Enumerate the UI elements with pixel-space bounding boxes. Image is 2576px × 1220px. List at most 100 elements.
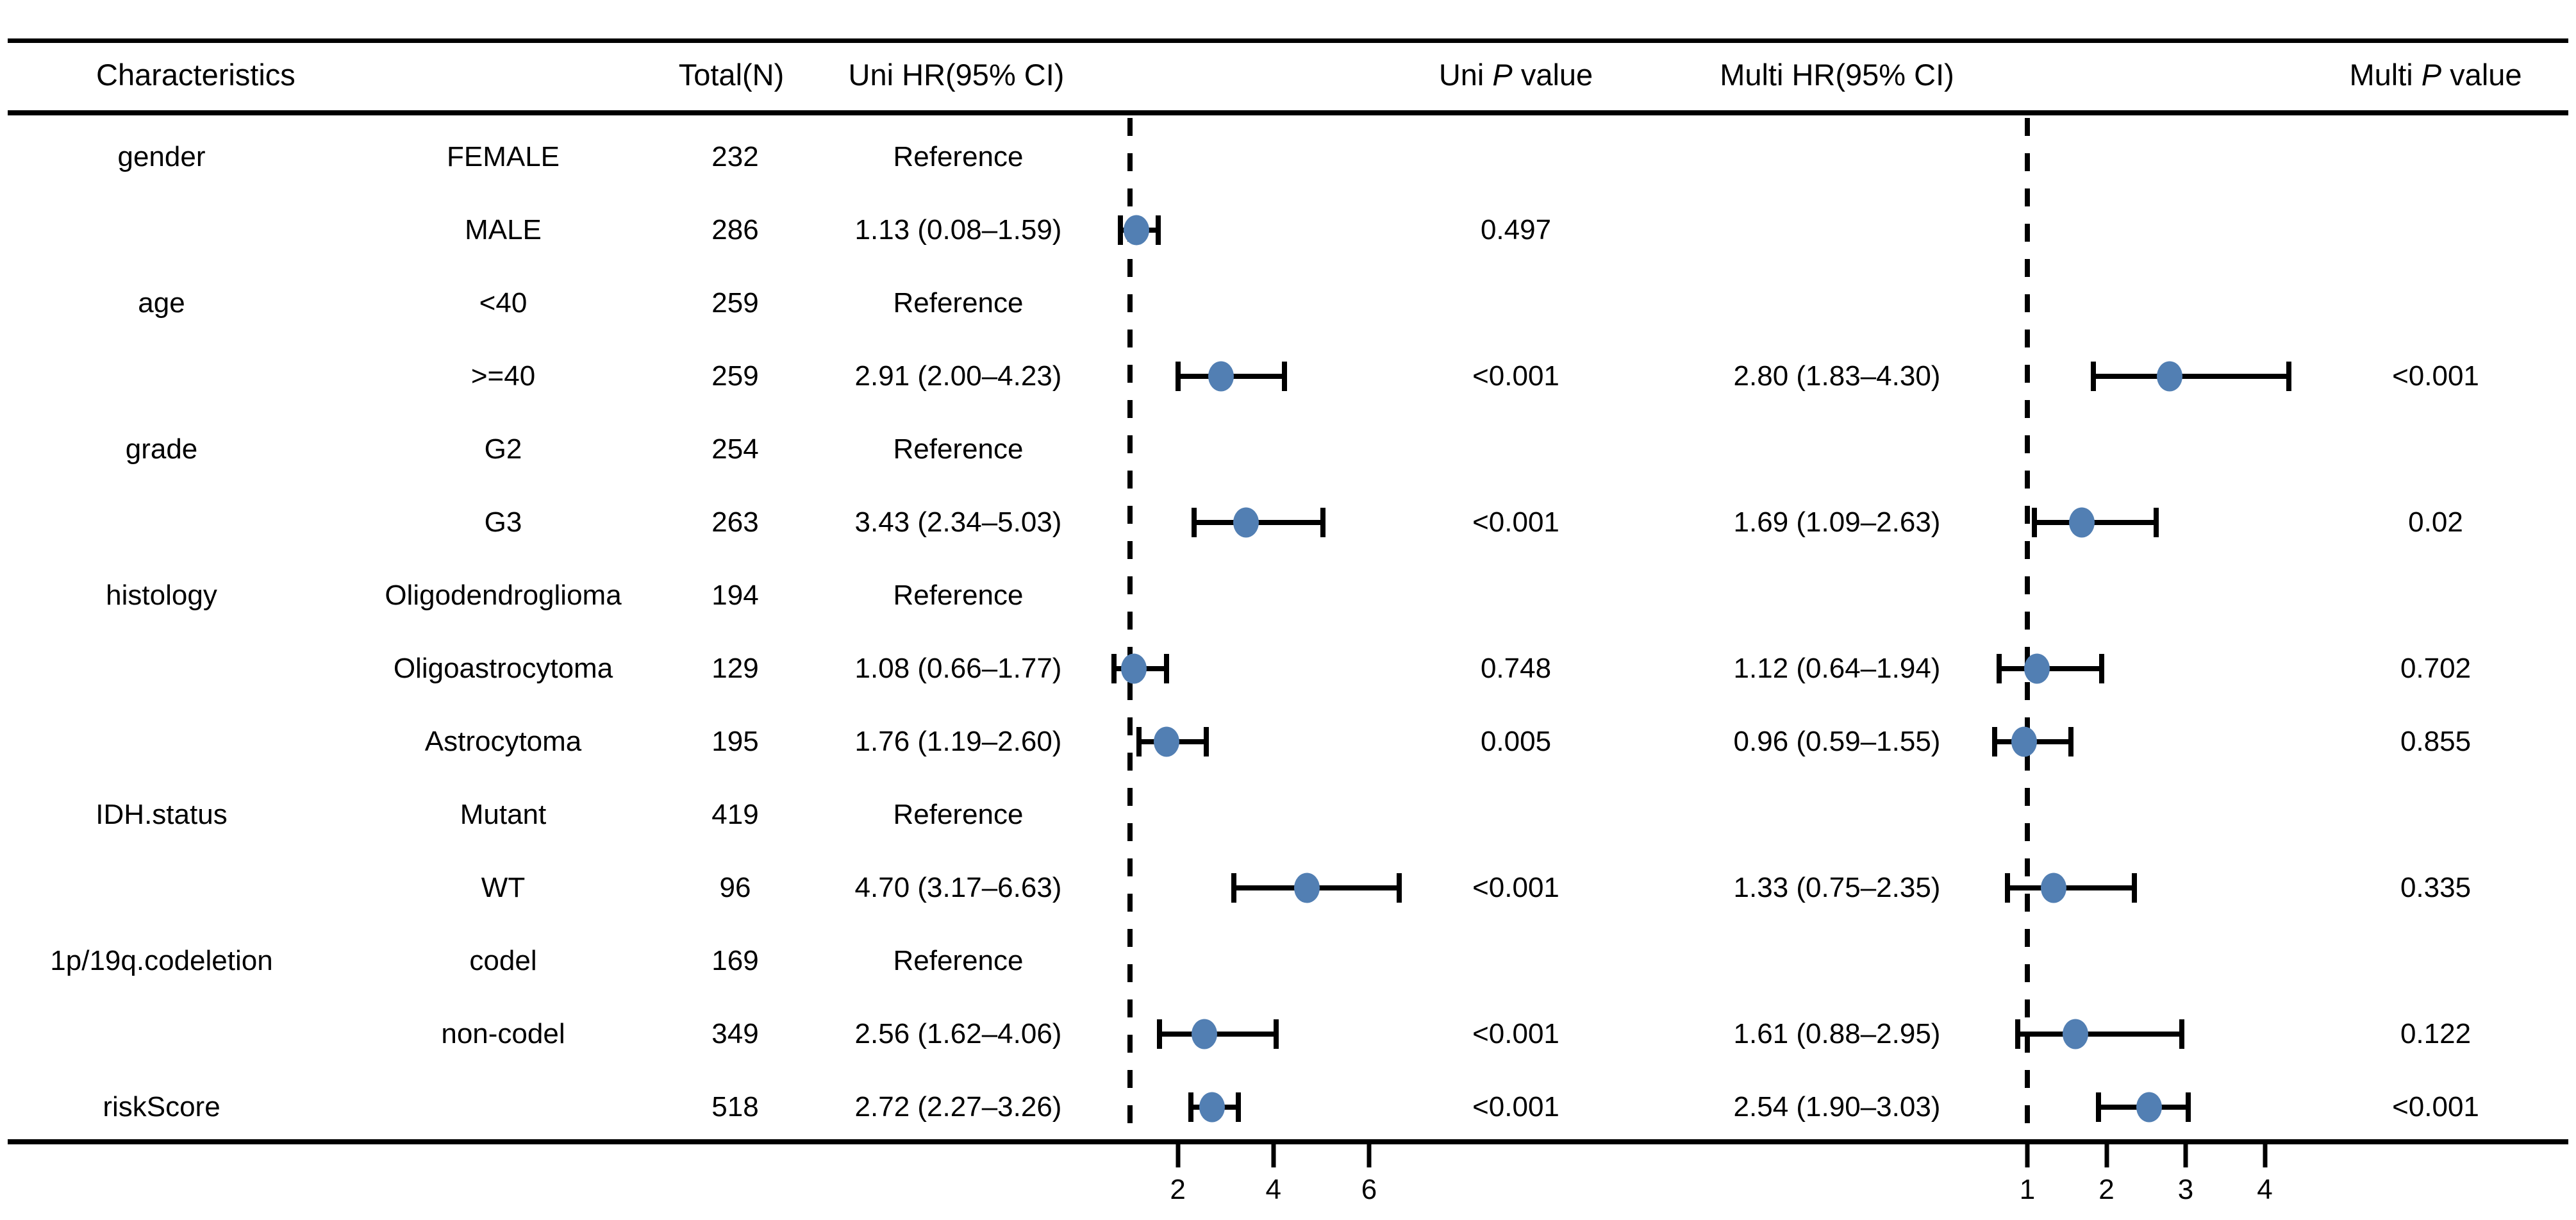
total-n-value: 96 [719, 871, 751, 903]
total-n-value: 518 [711, 1090, 759, 1123]
uni-axis-tick [1367, 1144, 1372, 1167]
characteristic-label: IDH.status [96, 798, 228, 830]
uni-point-estimate-dot [1208, 361, 1234, 392]
characteristic-label: 1p/19q.codeletion [50, 944, 273, 976]
level-label: Mutant [460, 798, 547, 830]
header-multi-p-suffix: value [2441, 58, 2522, 92]
uni-lower-cap [1118, 215, 1124, 245]
multi-point-estimate-dot [2157, 361, 2183, 392]
header-multi-hr: Multi HR(95% CI) [1720, 58, 1954, 92]
uni-hr-ci-text: Reference [893, 140, 1024, 172]
multi-hr-ci-text: 1.12 (0.64–1.94) [1733, 652, 1941, 684]
multi-error-bar [1998, 666, 2102, 671]
level-label: G3 [484, 506, 522, 538]
uni-point-estimate-dot [1120, 653, 1147, 684]
multi-error-bar [2034, 520, 2157, 525]
header-characteristics: Characteristics [96, 58, 295, 92]
multi-lower-cap [2032, 508, 2038, 537]
total-n-value: 194 [711, 579, 759, 611]
uni-p-value: 0.005 [1480, 725, 1552, 757]
multi-p-value: 0.335 [2400, 871, 2472, 903]
total-n-value: 232 [711, 140, 759, 172]
multi-axis-tick [2183, 1144, 2188, 1167]
uni-hr-ci-text: Reference [893, 287, 1024, 319]
uni-point-estimate-dot [1153, 726, 1179, 757]
uni-reference-dashed-line [1127, 118, 1133, 1139]
characteristic-label: histology [106, 579, 217, 611]
multi-upper-cap [2068, 727, 2073, 756]
uni-hr-ci-text: 2.91 (2.00–4.23) [854, 360, 1062, 392]
multi-point-estimate-dot [2023, 653, 2050, 684]
multi-error-bar [2018, 1032, 2182, 1037]
uni-upper-cap [1164, 654, 1170, 683]
uni-hr-ci-text: Reference [893, 798, 1024, 830]
uni-upper-cap [1204, 727, 1209, 756]
multi-lower-cap [1996, 654, 2002, 683]
multi-axis-tick-label: 1 [2019, 1174, 2036, 1205]
multi-lower-cap [2096, 1092, 2102, 1122]
multi-upper-cap [2179, 1019, 2184, 1049]
uni-hr-ci-text: 4.70 (3.17–6.63) [854, 871, 1062, 903]
multi-point-estimate-dot [2011, 726, 2038, 757]
level-label: Oligoastrocytoma [393, 652, 613, 684]
uni-hr-ci-text: Reference [893, 944, 1024, 976]
uni-lower-cap [1175, 362, 1181, 391]
multi-hr-ci-text: 1.61 (0.88–2.95) [1733, 1017, 1941, 1049]
uni-point-estimate-dot [1233, 507, 1259, 538]
uni-hr-ci-text: Reference [893, 579, 1024, 611]
characteristic-label: age [138, 287, 185, 319]
multi-lower-cap [1992, 727, 1998, 756]
total-n-value: 263 [711, 506, 759, 538]
level-label: G2 [484, 433, 522, 465]
uni-lower-cap [1191, 508, 1197, 537]
multi-error-bar [2093, 374, 2289, 379]
multi-upper-cap [2099, 654, 2105, 683]
multi-hr-ci-text: 1.33 (0.75–2.35) [1733, 871, 1941, 903]
header-rule [8, 110, 2568, 115]
uni-hr-ci-text: 3.43 (2.34–5.03) [854, 506, 1062, 538]
uni-p-value: <0.001 [1472, 360, 1559, 392]
level-label: non-codel [441, 1017, 565, 1049]
uni-hr-ci-text: Reference [893, 433, 1024, 465]
uni-lower-cap [1157, 1019, 1163, 1049]
uni-hr-ci-text: 2.56 (1.62–4.06) [854, 1017, 1062, 1049]
top-rule [8, 38, 2568, 43]
total-n-value: 195 [711, 725, 759, 757]
uni-axis-tick [1176, 1144, 1181, 1167]
uni-error-bar [1159, 1032, 1277, 1037]
multi-axis-tick-label: 4 [2257, 1174, 2273, 1205]
header-total-n: Total(N) [678, 58, 785, 92]
multi-p-value: <0.001 [2392, 1090, 2479, 1123]
multi-lower-cap [2015, 1019, 2021, 1049]
uni-axis-tick-label: 6 [1361, 1174, 1377, 1205]
multi-lower-cap [2005, 873, 2011, 903]
header-multi-p-prefix: Multi [2349, 58, 2422, 92]
uni-p-value: 0.497 [1480, 213, 1552, 246]
uni-upper-cap [1281, 362, 1287, 391]
total-n-value: 286 [711, 213, 759, 246]
total-n-value: 419 [711, 798, 759, 830]
total-n-value: 259 [711, 287, 759, 319]
multi-axis-tick [2025, 1144, 2030, 1167]
multi-hr-ci-text: 1.69 (1.09–2.63) [1733, 506, 1941, 538]
total-n-value: 129 [711, 652, 759, 684]
uni-p-value: <0.001 [1472, 871, 1559, 903]
multi-point-estimate-dot [2040, 873, 2066, 903]
uni-hr-ci-text: 2.72 (2.27–3.26) [854, 1090, 1062, 1123]
uni-point-estimate-dot [1294, 873, 1320, 903]
multi-axis-tick-label: 3 [2177, 1174, 2194, 1205]
multi-hr-ci-text: 2.54 (1.90–3.03) [1733, 1090, 1941, 1123]
total-n-value: 259 [711, 360, 759, 392]
multi-p-value: 0.02 [2408, 506, 2463, 538]
uni-hr-ci-text: 1.76 (1.19–2.60) [854, 725, 1062, 757]
level-label: >=40 [470, 360, 536, 392]
header-uni-p-italic: P [1492, 58, 1513, 92]
level-label: <40 [479, 287, 528, 319]
multi-p-value: 0.855 [2400, 725, 2472, 757]
uni-hr-ci-text: 1.08 (0.66–1.77) [854, 652, 1062, 684]
uni-p-value: <0.001 [1472, 1017, 1559, 1049]
uni-p-value: <0.001 [1472, 1090, 1559, 1123]
uni-upper-cap [1320, 508, 1325, 537]
uni-upper-cap [1156, 215, 1161, 245]
